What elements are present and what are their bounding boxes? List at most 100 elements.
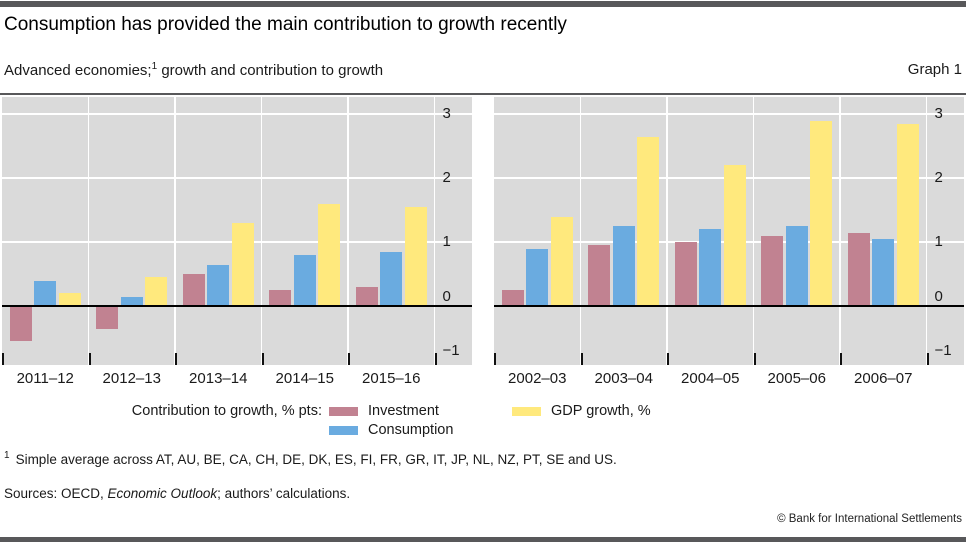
bar-consumption bbox=[120, 296, 143, 307]
bar-investment bbox=[269, 290, 292, 307]
graph-number-label: Graph 1 bbox=[907, 61, 962, 78]
bar-consumption bbox=[34, 280, 57, 307]
bar-gdp-growth bbox=[231, 223, 254, 307]
investment-swatch-icon bbox=[329, 406, 358, 416]
y-axis-label: 0 bbox=[442, 288, 451, 306]
subtitle-text-cont: growth and contribution to growth bbox=[157, 62, 384, 79]
axis-tick bbox=[348, 353, 350, 365]
bar-gdp-growth bbox=[550, 216, 573, 307]
y-axis-label: 2 bbox=[442, 169, 451, 187]
gridline-vertical bbox=[925, 97, 928, 365]
x-axis-label: 2015–16 bbox=[362, 370, 421, 387]
bar-investment bbox=[182, 274, 205, 307]
bar-investment bbox=[355, 286, 378, 307]
bar-investment bbox=[847, 232, 870, 307]
sources-text: Sources: OECD, bbox=[4, 486, 108, 501]
x-axis-label: 2013–14 bbox=[189, 370, 248, 387]
y-axis-label: 1 bbox=[934, 233, 943, 251]
bar-gdp-growth bbox=[404, 207, 427, 307]
gridline-horizontal bbox=[2, 177, 472, 180]
axis-tick bbox=[926, 353, 929, 365]
y-axis-label: 0 bbox=[934, 288, 943, 306]
header-rule bbox=[0, 93, 966, 95]
bar-gdp-growth bbox=[318, 203, 341, 307]
sources-line: Sources: OECD, Economic Outlook; authors… bbox=[4, 486, 350, 501]
footnote-reference: 1 bbox=[151, 61, 158, 72]
bar-gdp-growth bbox=[145, 277, 168, 307]
bar-investment bbox=[501, 290, 524, 307]
x-axis-label: 2005–06 bbox=[767, 370, 826, 387]
bar-consumption bbox=[785, 226, 808, 307]
x-axis-label: 2011–12 bbox=[16, 370, 74, 387]
axis-tick bbox=[580, 353, 583, 365]
bar-consumption bbox=[699, 229, 722, 307]
sources-text-cont: ; authors’ calculations. bbox=[217, 486, 351, 501]
zero-axis-line bbox=[2, 305, 472, 308]
footnote-text: Simple average across AT, AU, BE, CA, CH… bbox=[15, 451, 617, 467]
bar-gdp-growth bbox=[723, 165, 746, 307]
axis-tick bbox=[434, 353, 437, 365]
gridline-vertical bbox=[87, 97, 90, 365]
subtitle-text: Advanced economies; bbox=[4, 62, 152, 79]
bar-investment bbox=[588, 245, 611, 307]
bar-consumption bbox=[872, 238, 895, 307]
gdp-growth-swatch-icon bbox=[512, 406, 541, 416]
x-axis-label: 2006–07 bbox=[854, 370, 913, 387]
bar-investment bbox=[9, 306, 32, 342]
top-rule bbox=[0, 1, 966, 7]
copyright-notice: © Bank for International Settlements bbox=[777, 513, 962, 525]
gridline-vertical bbox=[579, 97, 582, 365]
y-axis-label: 1 bbox=[442, 233, 451, 251]
axis-tick bbox=[175, 353, 177, 365]
bar-consumption bbox=[207, 264, 230, 307]
bar-investment bbox=[674, 242, 697, 307]
bar-consumption bbox=[380, 251, 403, 307]
legend-title: Contribution to growth, % pts: bbox=[131, 403, 322, 419]
bar-investment bbox=[761, 235, 784, 307]
legend-item-label: GDP growth, % bbox=[551, 403, 651, 419]
bar-gdp-growth bbox=[810, 120, 833, 307]
page-title: Consumption has provided the main contri… bbox=[4, 14, 567, 35]
gridline-vertical bbox=[433, 97, 436, 365]
x-axis-label: 2003–04 bbox=[594, 370, 653, 387]
footnote: 1 Simple average across AT, AU, BE, CA, C… bbox=[4, 450, 617, 467]
axis-tick bbox=[261, 353, 264, 365]
gridline-vertical bbox=[260, 97, 263, 365]
x-axis-label: 2012–13 bbox=[102, 370, 161, 387]
gridline-vertical bbox=[347, 97, 349, 365]
gridline-vertical bbox=[174, 97, 176, 365]
bar-gdp-growth bbox=[637, 136, 660, 307]
bar-consumption bbox=[612, 226, 635, 307]
legend-item-label: Investment bbox=[368, 403, 439, 419]
chart-subtitle: Advanced economies;1 growth and contribu… bbox=[4, 61, 383, 79]
bar-gdp-growth bbox=[58, 293, 81, 307]
legend-item-consumption: Consumption bbox=[329, 422, 453, 438]
axis-tick bbox=[88, 353, 91, 365]
gridline-horizontal bbox=[494, 113, 964, 116]
x-axis-label: 2002–03 bbox=[508, 370, 567, 387]
chart-panel-left: 3 2 1 0 −1 2011–12 2012–13 2013–14 2014–15 2015–1… bbox=[2, 97, 472, 387]
legend-item-label: Consumption bbox=[368, 422, 454, 438]
legend-item-investment: Investment bbox=[329, 403, 439, 419]
bottom-rule bbox=[0, 537, 966, 542]
bar-consumption bbox=[293, 254, 316, 307]
y-axis-label: −1 bbox=[934, 342, 952, 359]
sources-publication: Economic Outlook bbox=[107, 486, 218, 501]
x-axis-label: 2004–05 bbox=[681, 370, 740, 387]
bar-consumption bbox=[526, 248, 549, 307]
axis-tick bbox=[753, 353, 756, 365]
axis-tick bbox=[2, 353, 4, 365]
gridline-horizontal bbox=[2, 113, 472, 116]
x-axis-label: 2014–15 bbox=[275, 370, 334, 387]
zero-axis-line bbox=[494, 305, 964, 308]
y-axis-label: 3 bbox=[442, 105, 451, 123]
bar-investment bbox=[96, 306, 119, 329]
y-axis-label: −1 bbox=[442, 342, 460, 359]
chart-panel-right: 3 2 1 0 −1 2002–03 2003–04 2004–05 2005–06 2006–0… bbox=[494, 97, 964, 387]
y-axis-label: 3 bbox=[934, 105, 943, 123]
gridline-vertical bbox=[839, 97, 841, 365]
gridline-vertical bbox=[752, 97, 755, 365]
y-axis-label: 2 bbox=[934, 169, 943, 187]
gridline-vertical bbox=[666, 97, 668, 365]
